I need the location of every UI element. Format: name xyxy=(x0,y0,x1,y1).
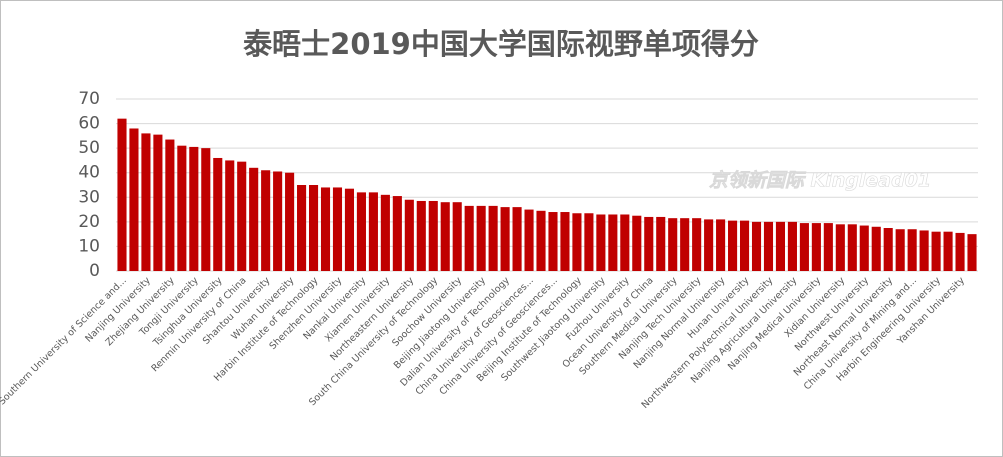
bar xyxy=(225,160,235,271)
bar xyxy=(835,224,845,271)
bar xyxy=(297,185,307,271)
bar xyxy=(919,230,929,271)
bar xyxy=(368,192,378,271)
bar xyxy=(273,171,283,271)
bar xyxy=(416,200,426,271)
bar xyxy=(955,232,965,271)
y-tick-label: 10 xyxy=(78,236,100,256)
bar xyxy=(572,213,582,271)
bar xyxy=(165,139,175,271)
bar xyxy=(775,221,786,271)
bar xyxy=(261,170,271,271)
bar xyxy=(153,134,163,271)
bar xyxy=(656,216,666,271)
bar xyxy=(548,212,558,271)
bar xyxy=(560,212,570,271)
bar xyxy=(213,157,223,271)
bar xyxy=(823,223,833,271)
bar xyxy=(859,225,869,271)
bar xyxy=(380,194,390,271)
bar xyxy=(201,148,211,271)
bar xyxy=(716,219,726,271)
y-tick-label: 40 xyxy=(78,163,100,183)
bar xyxy=(428,200,438,271)
bar xyxy=(404,199,414,271)
bar xyxy=(189,146,199,271)
bar xyxy=(464,205,474,271)
y-tick-label: 0 xyxy=(89,261,100,281)
bar xyxy=(739,220,750,271)
bar xyxy=(129,128,139,271)
bar xyxy=(871,226,881,271)
bar xyxy=(356,192,366,271)
bar xyxy=(177,145,187,271)
bar xyxy=(596,214,606,271)
bar xyxy=(392,196,402,271)
bar xyxy=(907,229,917,271)
bar xyxy=(680,218,690,271)
bar xyxy=(344,188,355,271)
bar xyxy=(943,231,953,271)
bar xyxy=(141,133,151,271)
bar xyxy=(440,202,450,271)
bar xyxy=(320,187,331,271)
bar xyxy=(512,207,522,271)
bar xyxy=(249,167,259,271)
bar xyxy=(237,161,247,271)
chart-title: 泰晤士2019中国大学国际视野单项得分 xyxy=(243,27,759,61)
bar xyxy=(308,185,319,271)
bar xyxy=(763,221,774,271)
bar xyxy=(536,210,546,271)
bar xyxy=(931,231,941,271)
y-tick-label: 20 xyxy=(78,212,100,232)
bar xyxy=(644,216,654,271)
y-tick-label: 60 xyxy=(78,114,100,134)
bar xyxy=(488,205,498,271)
bar xyxy=(751,221,762,271)
bar xyxy=(285,172,295,271)
watermark: 京领新国际 Kinglead01 xyxy=(709,170,931,192)
bar xyxy=(811,223,821,271)
bar xyxy=(847,224,857,271)
y-tick-label: 70 xyxy=(78,89,100,109)
bar xyxy=(967,234,977,271)
bar xyxy=(524,209,534,271)
bar xyxy=(500,207,510,271)
bar xyxy=(332,187,343,271)
bar xyxy=(632,215,642,271)
bar xyxy=(728,220,738,271)
y-tick-label: 50 xyxy=(78,138,100,158)
bar xyxy=(608,214,618,271)
bar xyxy=(584,213,594,271)
bar xyxy=(895,229,905,271)
bar xyxy=(787,221,797,271)
bar xyxy=(883,228,893,271)
bar xyxy=(704,219,714,271)
bar xyxy=(452,202,462,271)
bar xyxy=(692,218,702,271)
bar xyxy=(668,218,678,271)
bar xyxy=(117,118,127,272)
bar xyxy=(620,214,630,271)
bar xyxy=(799,223,809,271)
y-tick-label: 30 xyxy=(78,187,100,207)
bar xyxy=(476,205,486,271)
